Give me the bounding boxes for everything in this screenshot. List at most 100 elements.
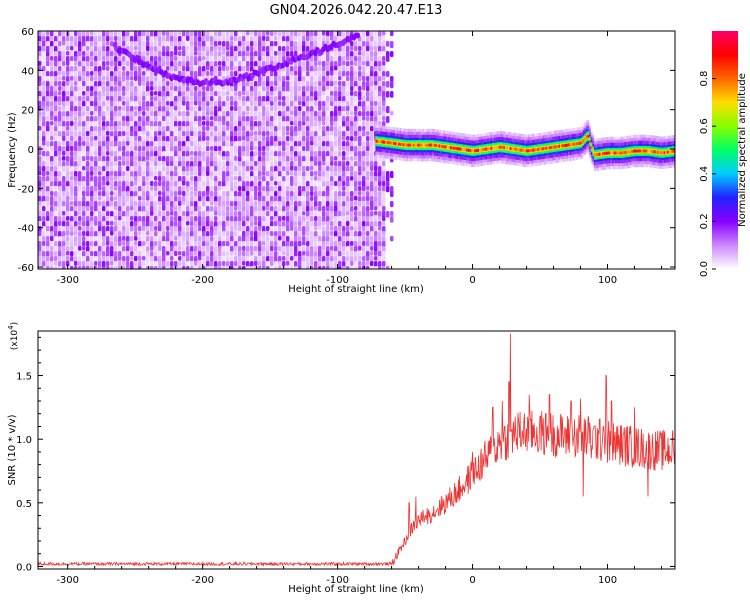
spectrogram-cell [290, 246, 294, 253]
spectrogram-carrier-cell [406, 140, 408, 144]
spectrogram-cell [162, 226, 166, 231]
spectrogram-cell [338, 81, 342, 86]
spectrogram-cell [182, 51, 186, 57]
spectrogram-cell [210, 176, 214, 182]
spectrogram-cell [74, 111, 78, 116]
spectrogram-cell [186, 201, 190, 207]
spectrogram-cell [86, 76, 90, 82]
spectrogram-cell [202, 61, 206, 67]
spectrogram-cell [126, 66, 130, 72]
spectrogram-cell [234, 86, 238, 92]
spectrogram-cell [314, 216, 318, 222]
spectrogram-carrier-cell [377, 133, 379, 137]
spectrogram-cell [386, 186, 390, 193]
spectrogram-cell [290, 221, 294, 228]
spectrogram-cell [302, 171, 306, 177]
spectrogram-cell [58, 266, 62, 269]
spectrogram-cell [146, 236, 150, 243]
spectrogram-cell [138, 266, 142, 269]
spectrogram-carrier-cell [427, 158, 430, 162]
spectrogram-cell [250, 191, 254, 197]
spectrogram-cell [178, 196, 182, 203]
spectrogram-cell [78, 151, 82, 156]
spectrogram-cell [106, 211, 110, 217]
spectrogram-cell [298, 191, 302, 197]
spectrogram-cell [142, 76, 146, 83]
spectrogram-cell [294, 216, 298, 221]
spectrogram-cell [294, 111, 298, 118]
spectrogram-cell [254, 216, 258, 222]
spectrogram-cell [358, 76, 362, 81]
spectrogram-cell [142, 176, 146, 182]
spectrogram-cell [154, 141, 158, 147]
spectrogram-cell [238, 151, 242, 157]
spectrogram-cell [178, 166, 182, 172]
spectrogram-cell [182, 201, 186, 206]
spectrogram-cell [94, 61, 98, 66]
spectrogram-cell [162, 186, 166, 192]
spectrogram-cell [118, 86, 122, 93]
spectrogram-arc-cell [355, 32, 361, 39]
spectrogram-cell [126, 76, 130, 81]
spectrogram-cell [162, 51, 166, 57]
spectrogram-cell [66, 161, 70, 167]
spectrogram-cell [178, 151, 182, 158]
spectrogram-cell [338, 146, 342, 151]
spectrogram-cell [346, 146, 350, 152]
spectrogram-cell [274, 206, 278, 213]
spectrogram-cell [150, 181, 154, 187]
spectrogram-cell [214, 236, 218, 242]
spectrogram-cell [238, 131, 242, 137]
spectrogram-cell [66, 126, 70, 131]
spectrogram-cell [382, 201, 386, 208]
spectrogram-cell [226, 61, 230, 68]
spectrogram-cell [106, 121, 110, 128]
spectrogram-cell [198, 31, 202, 37]
spectrogram-cell [126, 91, 130, 96]
spectrogram-cell [114, 236, 118, 243]
spectrogram-cell [290, 241, 294, 248]
spectrogram-cell [330, 156, 334, 162]
spectrogram-cell [110, 36, 114, 41]
spectrogram-cell [350, 216, 354, 223]
spectrogram-cell [334, 186, 338, 192]
spectrogram-cell [238, 181, 242, 187]
spectrogram-cell [234, 241, 238, 248]
spectrogram-cell [190, 91, 194, 97]
spectrogram-cell [218, 86, 222, 93]
spectrogram-cell [38, 86, 42, 93]
spectrogram-cell [346, 256, 350, 263]
spectrogram-cell [382, 191, 386, 197]
spectrogram-cell [358, 161, 362, 168]
spectrogram-cell [218, 161, 222, 168]
spectrogram-cell [74, 61, 78, 66]
spectrogram-carrier-cell [415, 149, 418, 153]
spectrogram-carrier-cell [428, 149, 431, 153]
spectrogram-cell [142, 151, 146, 157]
spectrogram-cell [126, 181, 130, 187]
spectrogram-cell [390, 81, 394, 89]
spectrogram-carrier-cell [446, 130, 449, 134]
spectrogram-cell [66, 246, 70, 253]
spectrogram-carrier-cell [453, 152, 455, 156]
spectrogram-cell [74, 221, 78, 228]
spectrogram-carrier-cell [422, 147, 425, 151]
spectrogram-cell [346, 91, 350, 98]
spectrogram-cell [318, 61, 322, 66]
spectrogram-cell [330, 166, 334, 173]
spectrogram-cell [206, 51, 210, 57]
spectrogram-cell [258, 206, 262, 212]
spectrogram-cell [382, 46, 386, 53]
spectrogram-carrier-cell [393, 138, 396, 142]
spectrogram-cell [342, 196, 346, 202]
spectrogram-carrier-cell [436, 153, 439, 157]
spectrogram-carrier-cell [412, 131, 415, 135]
spectrogram-cell [290, 101, 294, 108]
spectrogram-cell [206, 241, 210, 248]
spectrogram-cell [110, 116, 114, 122]
spectrogram-cell [318, 41, 322, 48]
spectrogram-cell [190, 181, 194, 186]
spectrogram-carrier-cell [404, 158, 407, 162]
spectrogram-cell [182, 91, 186, 97]
spectrogram-carrier-cell [445, 149, 447, 153]
